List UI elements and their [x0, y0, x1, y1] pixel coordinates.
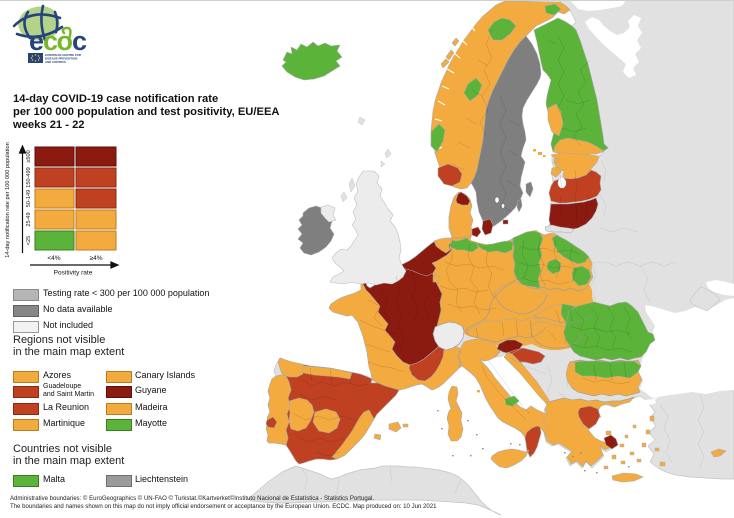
svg-text:Positivity rate: Positivity rate — [54, 270, 93, 277]
svg-text:e: e — [29, 26, 44, 56]
svg-text:c: c — [72, 26, 87, 56]
svg-text:DISEASE PREVENTION: DISEASE PREVENTION — [45, 57, 77, 61]
svg-text:o: o — [57, 26, 74, 56]
svg-text:14-day notification rate per 1: 14-day notification rate per 100 000 pop… — [5, 142, 11, 257]
svg-text:150-499: 150-499 — [26, 167, 32, 188]
svg-text:AND CONTROL: AND CONTROL — [45, 60, 67, 64]
svg-text:25-49: 25-49 — [26, 212, 32, 226]
svg-text:≥4%: ≥4% — [90, 255, 103, 262]
svg-text:EUROPEAN CENTRE FOR: EUROPEAN CENTRE FOR — [45, 53, 82, 57]
svg-text:≥500: ≥500 — [26, 150, 32, 162]
svg-text:c: c — [43, 26, 58, 56]
svg-text:50-149: 50-149 — [26, 190, 32, 207]
svg-text:<25: <25 — [26, 236, 32, 246]
svg-text:<4%: <4% — [47, 255, 60, 262]
